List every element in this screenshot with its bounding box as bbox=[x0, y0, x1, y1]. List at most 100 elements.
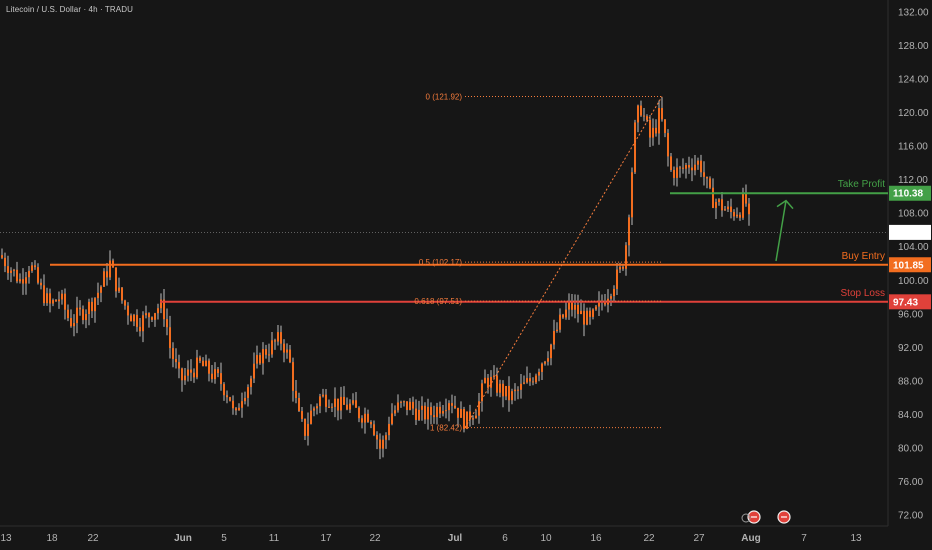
candles bbox=[1, 97, 750, 460]
candle-body bbox=[529, 378, 531, 382]
candle-body bbox=[598, 300, 600, 307]
candle-body bbox=[667, 133, 669, 157]
candle-body bbox=[271, 340, 273, 355]
candle-body bbox=[460, 408, 462, 418]
candle-body bbox=[409, 401, 411, 411]
candle-body bbox=[319, 396, 321, 407]
candle-body bbox=[304, 418, 306, 436]
candle-body bbox=[682, 167, 684, 169]
candle-body bbox=[7, 266, 9, 273]
candle-body bbox=[451, 403, 453, 406]
price-tick-label: 112.00 bbox=[898, 175, 928, 186]
candle-body bbox=[553, 330, 555, 345]
candle-body bbox=[127, 305, 129, 316]
candle-body bbox=[700, 160, 702, 173]
price-tick-label: 132.00 bbox=[898, 8, 929, 19]
candle-body bbox=[379, 439, 381, 449]
candle-body bbox=[160, 299, 162, 309]
levels: Take Profit 110.38 Buy Entry 101.85 Stop Los… bbox=[0, 179, 931, 310]
candle-body bbox=[649, 119, 651, 138]
candle-body bbox=[10, 270, 12, 273]
candle-body bbox=[670, 156, 672, 171]
candle-body bbox=[94, 298, 96, 312]
candle-body bbox=[199, 357, 201, 361]
candle-body bbox=[139, 326, 141, 332]
candle-body bbox=[655, 127, 657, 134]
candle-body bbox=[718, 199, 720, 203]
candle-body bbox=[43, 285, 45, 304]
candle-body bbox=[436, 406, 438, 418]
level-name-label: Buy Entry bbox=[842, 251, 885, 262]
candle-body bbox=[115, 267, 117, 292]
candle-body bbox=[88, 301, 90, 315]
candle-body bbox=[394, 410, 396, 414]
candle-body bbox=[376, 434, 378, 440]
candle-body bbox=[595, 306, 597, 310]
candle-body bbox=[223, 384, 225, 396]
candle-body bbox=[520, 383, 522, 390]
candle-body bbox=[688, 165, 690, 168]
time-tick-label: 6 bbox=[502, 533, 508, 544]
candle-body bbox=[442, 411, 444, 414]
candle-body bbox=[1, 255, 3, 258]
candle-body bbox=[658, 108, 660, 134]
candle-body bbox=[691, 167, 693, 171]
candle-body bbox=[412, 401, 414, 409]
axis-icons bbox=[741, 510, 791, 524]
candle-body bbox=[13, 269, 15, 271]
candle-body bbox=[58, 299, 60, 302]
candle-body bbox=[712, 187, 714, 208]
candle-body bbox=[721, 199, 723, 211]
candle-body bbox=[610, 296, 612, 299]
level-price-badge bbox=[889, 257, 931, 273]
candle-body bbox=[361, 418, 363, 423]
candle-body bbox=[544, 361, 546, 364]
candle-body bbox=[82, 309, 84, 321]
candle-body bbox=[148, 313, 150, 318]
current-price-badge bbox=[889, 224, 931, 240]
candle-body bbox=[640, 105, 642, 116]
candle-body bbox=[130, 315, 132, 322]
candle-body bbox=[613, 288, 615, 297]
candle-body bbox=[322, 394, 324, 397]
candle-body bbox=[61, 293, 63, 300]
candle-body bbox=[118, 287, 120, 292]
candle-body bbox=[676, 167, 678, 178]
candle-body bbox=[52, 300, 54, 304]
candle-body bbox=[307, 423, 309, 436]
candle-body bbox=[316, 406, 318, 409]
price-tick-label: 92.00 bbox=[898, 343, 923, 354]
candle-body bbox=[28, 270, 30, 278]
candle-body bbox=[622, 267, 624, 269]
candle-body bbox=[454, 405, 456, 408]
fibonacci-retracement: 0 (121.92) 0.5 (102.17) 0.618 (97.51) 1 (82… bbox=[414, 93, 663, 433]
candle-body bbox=[556, 329, 558, 331]
candle-body bbox=[685, 165, 687, 169]
fib-level-label: 0.5 (102.17) bbox=[419, 258, 462, 267]
price-tick-label: 124.00 bbox=[898, 75, 929, 86]
candle-body bbox=[67, 309, 69, 319]
candle-body bbox=[55, 300, 57, 302]
candle-body bbox=[715, 202, 717, 208]
candle-body bbox=[709, 178, 711, 188]
candle-body bbox=[490, 376, 492, 388]
level-name-label: Take Profit bbox=[838, 179, 885, 190]
time-tick-label: 22 bbox=[87, 533, 99, 544]
candle-body bbox=[373, 424, 375, 435]
time-tick-label: 22 bbox=[643, 533, 655, 544]
candle-body bbox=[547, 358, 549, 362]
candle-body bbox=[679, 167, 681, 169]
candle-body bbox=[331, 406, 333, 408]
candle-body bbox=[565, 309, 567, 318]
candle-body bbox=[91, 301, 93, 312]
candle-body bbox=[574, 304, 576, 310]
time-tick-label: 17 bbox=[320, 533, 332, 544]
candle-body bbox=[295, 390, 297, 398]
candle-body bbox=[352, 400, 354, 404]
time-tick-label: 13 bbox=[0, 533, 12, 544]
candle-body bbox=[652, 127, 654, 138]
candle-body bbox=[250, 378, 252, 388]
candle-body bbox=[19, 279, 21, 282]
candle-body bbox=[97, 292, 99, 299]
